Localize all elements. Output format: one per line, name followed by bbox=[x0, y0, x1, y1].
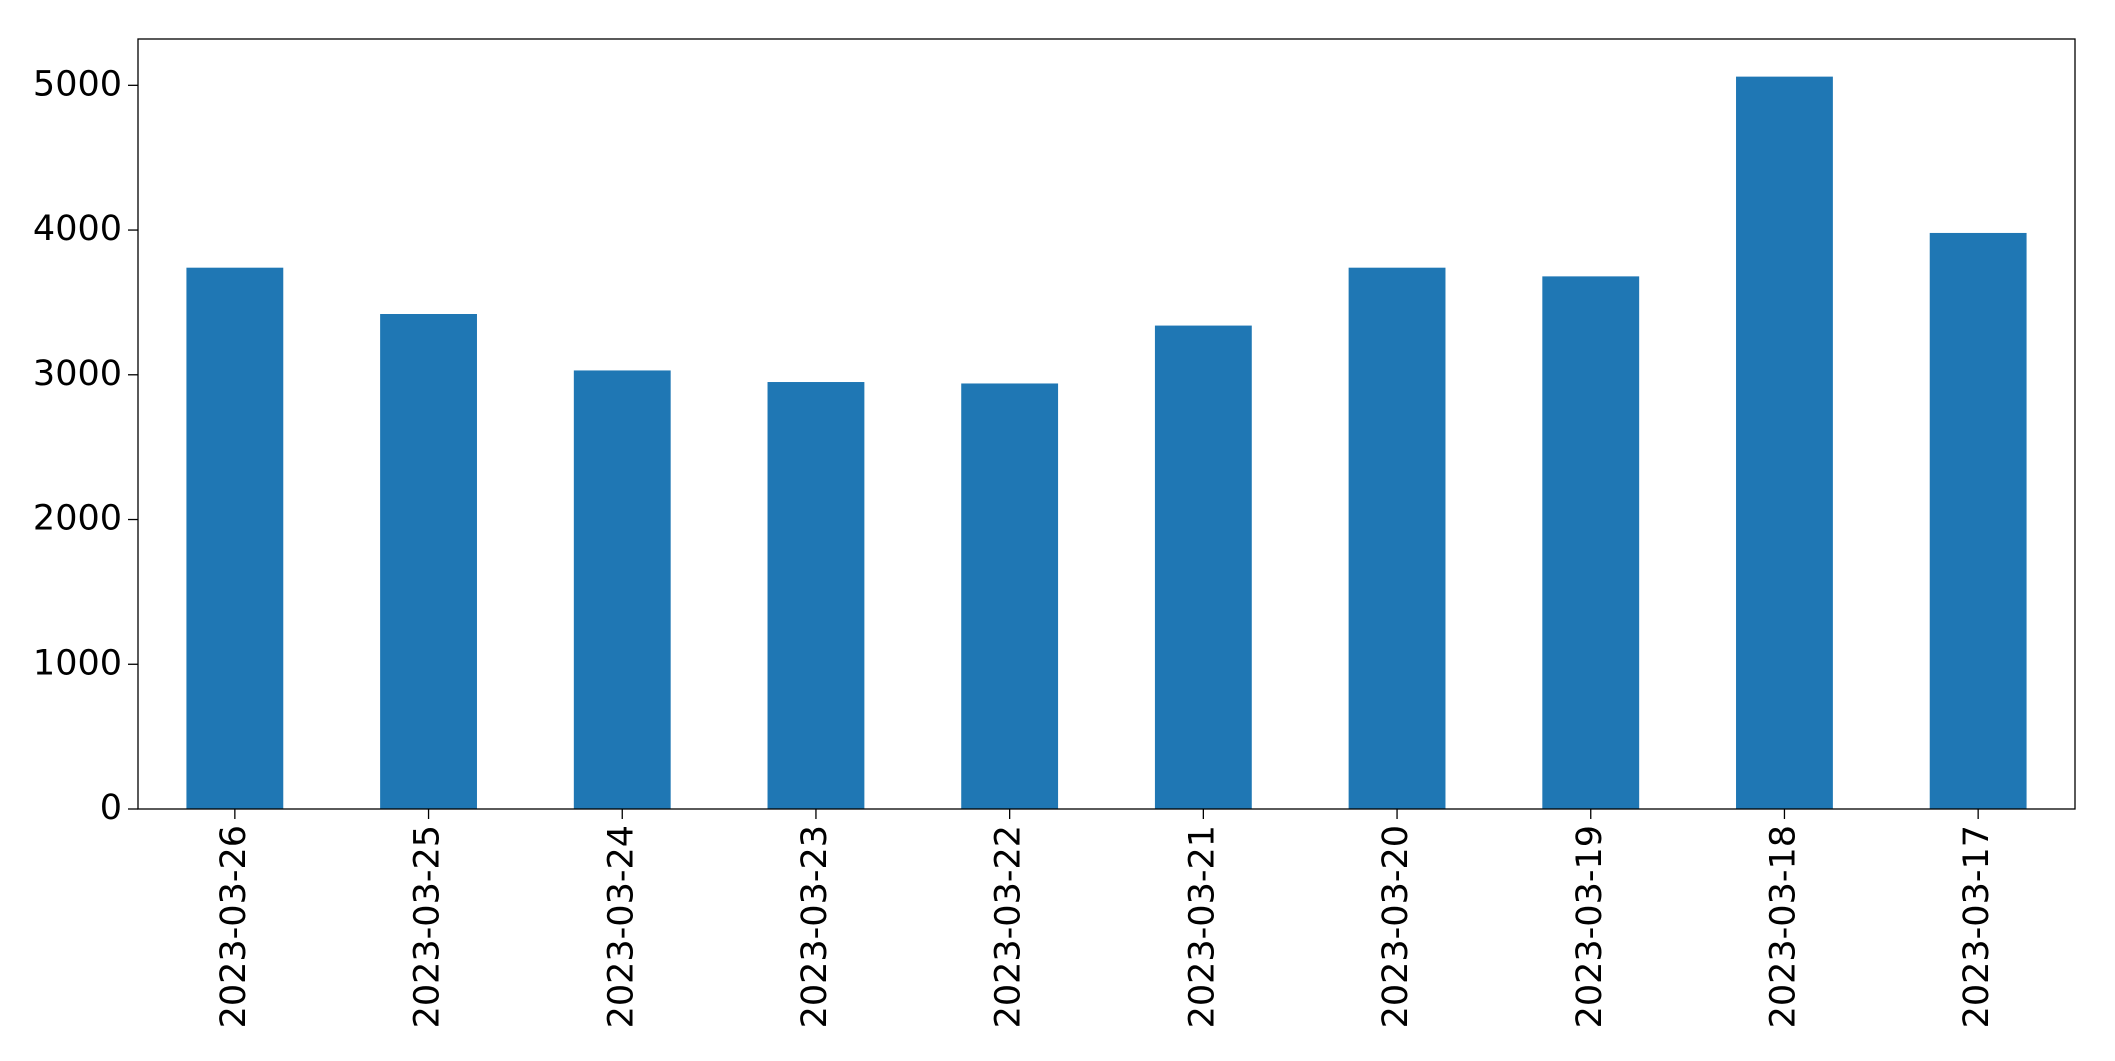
x-tick-label: 2023-03-22 bbox=[989, 825, 1029, 1028]
bar bbox=[1348, 267, 1446, 809]
y-tick-label: 5000 bbox=[33, 64, 122, 104]
bar bbox=[186, 267, 284, 809]
bar bbox=[1929, 232, 2027, 809]
x-tick-label: 2023-03-24 bbox=[601, 825, 641, 1028]
x-tick-label: 2023-03-20 bbox=[1376, 825, 1416, 1028]
y-tick-label: 1000 bbox=[33, 643, 122, 683]
x-tick-label: 2023-03-17 bbox=[1957, 825, 1997, 1028]
plot-frame bbox=[137, 38, 2076, 810]
y-tick-label: 0 bbox=[100, 788, 122, 828]
bar bbox=[767, 382, 865, 809]
x-tick-label: 2023-03-19 bbox=[1570, 825, 1610, 1028]
bar bbox=[1542, 276, 1640, 809]
x-tick-label: 2023-03-26 bbox=[214, 825, 254, 1028]
bar bbox=[573, 370, 671, 809]
y-tick-label: 3000 bbox=[33, 354, 122, 394]
bar bbox=[380, 314, 477, 809]
x-tick-label: 2023-03-25 bbox=[408, 825, 448, 1028]
x-tick-label: 2023-03-23 bbox=[795, 825, 835, 1028]
bar bbox=[1154, 325, 1252, 809]
bar bbox=[1736, 76, 1833, 809]
y-tick-label: 4000 bbox=[33, 209, 122, 249]
bar bbox=[961, 383, 1059, 809]
x-tick-label: 2023-03-18 bbox=[1763, 825, 1803, 1028]
x-tick-label: 2023-03-21 bbox=[1182, 825, 1222, 1028]
y-tick-label: 2000 bbox=[33, 499, 122, 539]
